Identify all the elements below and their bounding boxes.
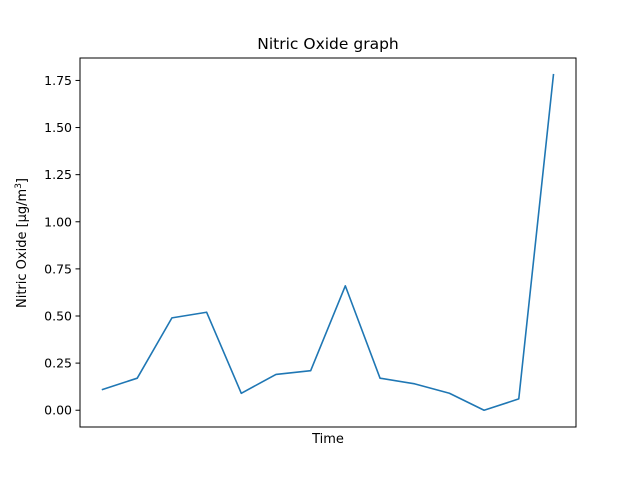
plot-area [79,57,577,428]
y-tick-label: 0.75 [44,261,72,276]
y-axis-label-text: Nitric Oxide [µg/m [15,189,30,308]
x-axis-label: Time [311,432,344,447]
y-tick-label: 1.75 [44,73,72,88]
y-tick-label: 0.50 [44,309,72,324]
plot-frame [79,57,577,428]
y-tick-label: 0.00 [44,403,72,418]
y-tick-label: 1.00 [44,214,72,229]
y-tick-label: 1.25 [44,167,72,182]
y-axis-label-superscript: 3 [14,183,24,189]
y-axis-ticks: 0.00 0.25 0.50 0.75 1.00 1.25 1.50 1.75 [44,73,80,418]
y-tick-label: 1.50 [44,120,72,135]
chart-title: Nitric Oxide graph [257,35,398,53]
y-axis-label-suffix: ] [15,178,30,183]
series-line [101,73,555,412]
y-tick-label: 0.25 [44,356,72,371]
y-axis-label: Nitric Oxide [µg/m3] [14,178,30,308]
